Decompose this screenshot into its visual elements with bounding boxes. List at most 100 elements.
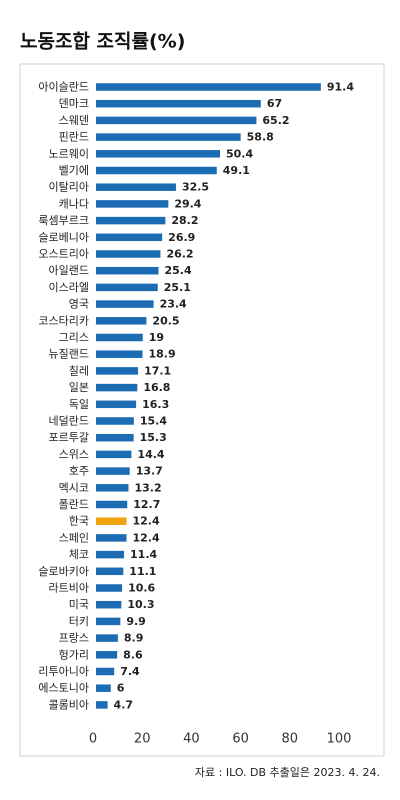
value-label: 15.3 [140, 431, 167, 444]
y-tick-label: 영국 [69, 298, 89, 311]
y-tick-label: 미국 [69, 598, 89, 611]
y-tick-label: 체코 [69, 548, 89, 561]
y-tick-label: 콜롬비아 [49, 698, 89, 711]
value-label: 67 [267, 97, 282, 110]
bar [96, 651, 118, 659]
value-label: 12.4 [133, 531, 160, 544]
bar [96, 333, 143, 342]
y-tick-label: 코스타리카 [38, 314, 89, 327]
y-tick-label: 스페인 [59, 531, 89, 544]
value-label: 65.2 [262, 114, 289, 127]
value-label: 91.4 [327, 81, 354, 94]
y-tick-label: 노르웨이 [49, 147, 89, 160]
y-tick-label: 일본 [69, 380, 89, 394]
y-tick-label: 아일랜드 [49, 263, 89, 277]
bar [96, 350, 143, 358]
value-label: 10.3 [127, 598, 154, 611]
value-label: 16.3 [142, 398, 169, 411]
value-label: 13.2 [134, 481, 161, 494]
bar [96, 266, 159, 275]
value-label: 26.2 [166, 248, 193, 261]
y-tick-label: 헝가리 [59, 648, 89, 661]
bar [96, 667, 115, 676]
y-tick-label: 스위스 [59, 448, 89, 461]
bar [96, 283, 158, 292]
bar [96, 367, 139, 375]
bar [96, 433, 134, 442]
value-label: 9.9 [126, 615, 146, 628]
value-label: 11.1 [129, 565, 156, 578]
y-tick-label: 호주 [69, 465, 89, 478]
bar [96, 701, 108, 709]
bar [96, 99, 261, 108]
value-label: 13.7 [136, 465, 163, 478]
value-label: 18.9 [148, 348, 175, 361]
y-tick-label: 폴란드 [59, 498, 89, 511]
source-note: 자료 : ILO. DB 추출일은 2023. 4. 24. [195, 765, 380, 779]
bar [96, 116, 257, 125]
y-tick-label: 네덜란드 [49, 415, 89, 428]
bar [96, 250, 161, 258]
bar [96, 534, 127, 542]
value-label: 8.6 [123, 648, 143, 661]
value-label: 14.4 [137, 448, 164, 461]
value-label: 49.1 [223, 164, 250, 177]
value-label: 23.4 [160, 298, 187, 311]
bar [96, 150, 220, 158]
value-label: 17.1 [144, 364, 171, 377]
y-tick-label: 덴마크 [59, 97, 89, 110]
y-tick-label: 이탈리아 [49, 181, 89, 194]
bar [96, 166, 217, 175]
y-tick-label: 슬로베니아 [38, 231, 89, 244]
bar [96, 600, 122, 609]
x-tick-label: 20 [134, 732, 151, 747]
y-tick-label: 포르투갈 [49, 430, 89, 444]
bar [96, 634, 118, 642]
y-tick-label: 에스토니아 [38, 682, 89, 695]
x-tick-label: 40 [183, 732, 200, 747]
value-label: 25.4 [164, 264, 191, 277]
y-tick-label: 터키 [69, 615, 89, 628]
y-tick-label: 독일 [69, 397, 89, 411]
y-tick-label: 아이슬란드 [38, 81, 89, 94]
value-label: 16.8 [143, 381, 170, 394]
panel-border [19, 63, 385, 757]
value-label: 25.1 [164, 281, 191, 294]
bar [96, 500, 128, 509]
y-tick-label: 한국 [69, 515, 89, 528]
y-tick-label: 이스라엘 [49, 281, 89, 294]
value-label: 28.2 [171, 214, 198, 227]
value-label: 20.5 [152, 314, 179, 327]
bar [96, 684, 111, 692]
bar [96, 200, 169, 208]
y-tick-label: 그리스 [59, 331, 89, 344]
bar [96, 183, 176, 191]
bar [96, 233, 163, 242]
bar [96, 484, 129, 492]
x-tick-label: 80 [282, 732, 299, 747]
bar [96, 467, 130, 475]
value-label: 50.4 [226, 147, 253, 160]
bar [96, 517, 127, 525]
bar [96, 300, 154, 308]
value-label: 32.5 [182, 181, 209, 194]
bar [96, 584, 123, 592]
y-tick-label: 멕시코 [59, 481, 89, 494]
bar [96, 400, 137, 409]
value-label: 4.7 [114, 698, 134, 711]
y-tick-label: 스웨덴 [59, 114, 89, 127]
bar [96, 383, 138, 392]
x-tick-label: 0 [89, 732, 97, 747]
bar [96, 133, 241, 141]
value-label: 26.9 [168, 231, 195, 244]
bar [96, 417, 134, 425]
x-tick-label: 100 [327, 732, 352, 747]
value-label: 8.9 [124, 632, 144, 645]
chart-title: 노동조합 조직률(%) [20, 31, 185, 53]
x-tick-label: 60 [232, 732, 249, 747]
y-tick-label: 라트비아 [49, 582, 89, 595]
value-label: 19 [149, 331, 164, 344]
y-tick-label: 오스트리아 [38, 248, 89, 261]
value-label: 11.4 [130, 548, 157, 561]
